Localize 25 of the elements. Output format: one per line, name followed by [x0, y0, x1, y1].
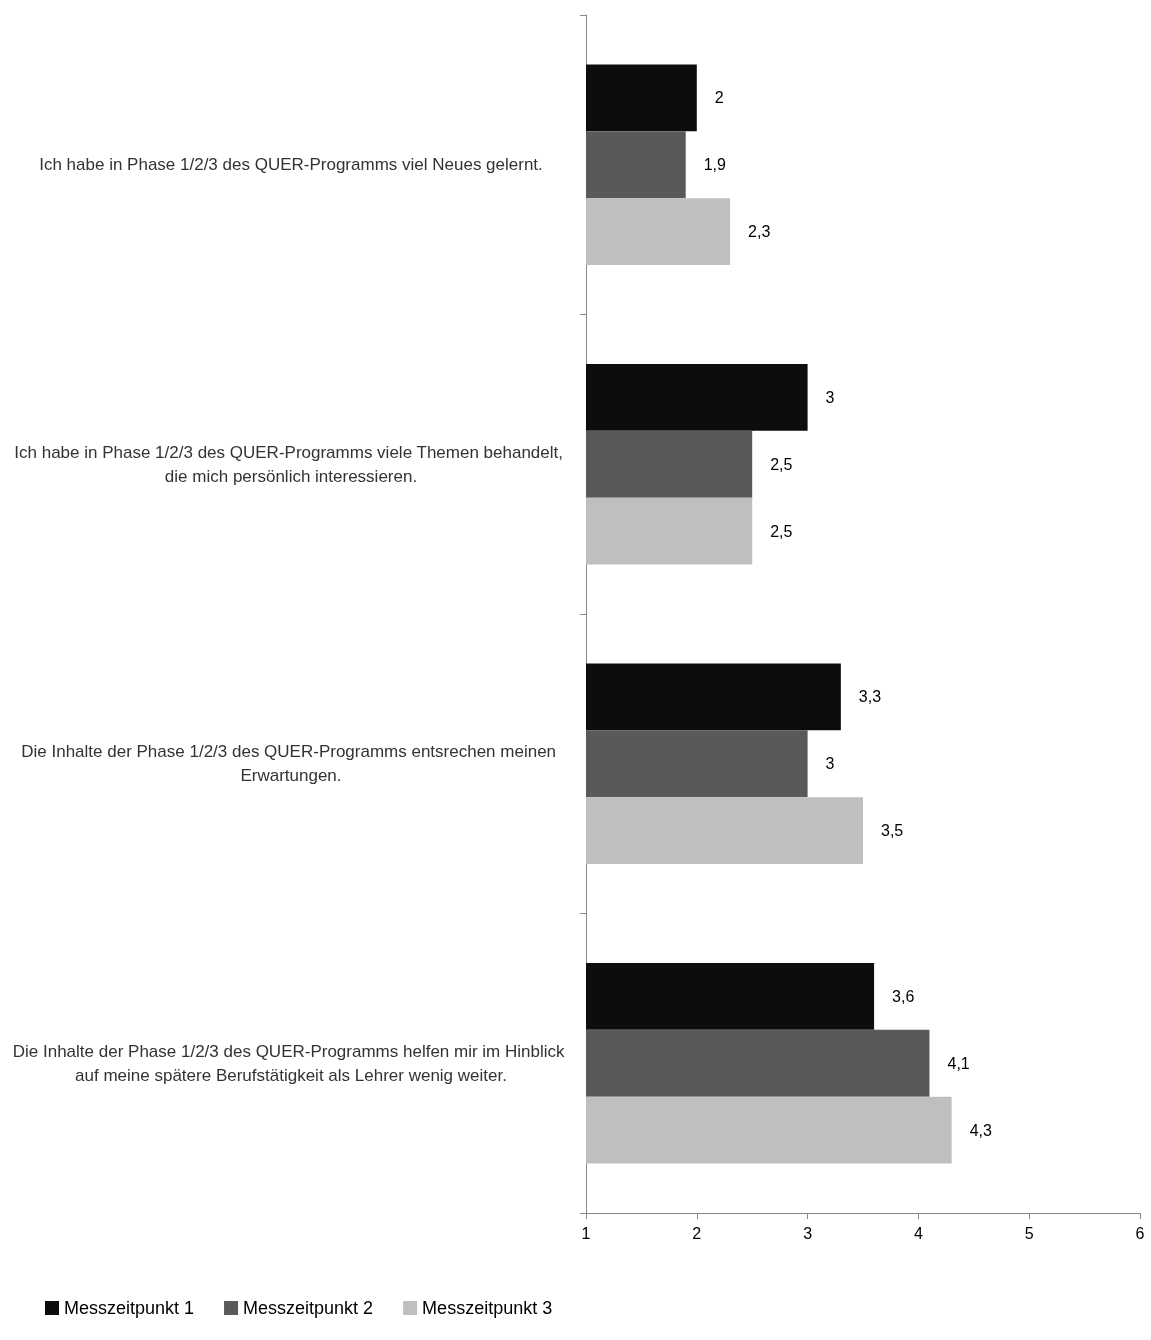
data-label: 3,6 — [892, 987, 915, 1005]
data-label: 3,3 — [858, 688, 882, 706]
y-tick-label: Die Inhalte der Phase 1/2/3 des QUER-Programms helfen mir im Hinblick auf meine spätere Berufstätigkeit als Lehrer wenig weiter. — [12, 1041, 570, 1085]
data-label: 2,5 — [770, 522, 793, 540]
x-tick-label: 6 — [1135, 1224, 1145, 1242]
data-label: 1,9 — [703, 156, 727, 174]
legend-label: Messzeitpunkt 2 — [243, 1298, 374, 1318]
x-tick-label: 2 — [692, 1224, 702, 1242]
data-label: 2,3 — [748, 223, 771, 241]
legend-label: Messzeitpunkt 1 — [64, 1298, 195, 1318]
x-tick-label: 1 — [581, 1224, 591, 1242]
y-tick-label: Ich habe in Phase 1/2/3 des QUER-Programms viele Themen behandelt, die mich persönlich interessieren. — [14, 442, 568, 486]
data-label: 4,1 — [947, 1054, 970, 1072]
y-tick-label: Die Inhalte der Phase 1/2/3 des QUER-Programms entsrechen meinen Erwartungen. — [21, 742, 561, 786]
data-label: 4,3 — [969, 1121, 992, 1139]
data-label: 3,5 — [881, 822, 904, 840]
data-label: 2,5 — [770, 455, 793, 473]
data-label: 3 — [825, 755, 835, 773]
legend-label: Messzeitpunkt 3 — [422, 1298, 553, 1318]
x-tick-label: 4 — [913, 1224, 923, 1242]
data-label: 2 — [714, 89, 724, 107]
y-tick-label: Ich habe in Phase 1/2/3 des QUER-Programms viel Neues gelernt. — [39, 155, 543, 175]
x-tick-label: 3 — [803, 1224, 813, 1242]
data-label: 3 — [825, 388, 835, 406]
x-tick-label: 5 — [1024, 1224, 1034, 1242]
